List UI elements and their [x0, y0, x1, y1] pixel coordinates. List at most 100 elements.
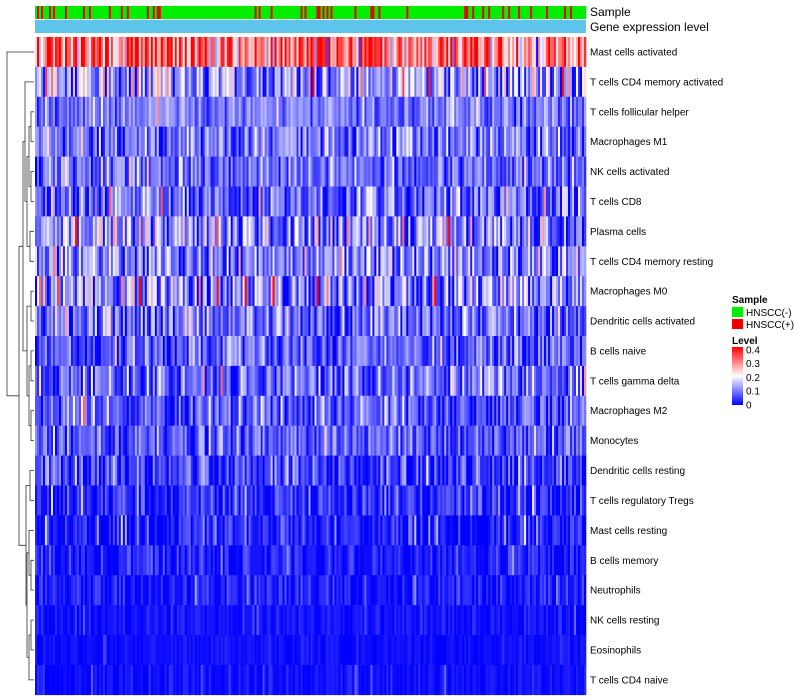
heatmap-cell: [294, 485, 297, 516]
heatmap-cell: [310, 485, 313, 516]
heatmap-cell: [328, 96, 331, 127]
heatmap-cell: [124, 156, 128, 187]
heatmap-cell: [416, 336, 419, 367]
heatmap-cell: [74, 365, 78, 397]
heatmap-cell: [382, 216, 385, 247]
heatmap-cell: [236, 365, 239, 397]
heatmap-cell: [558, 246, 561, 277]
heatmap-cell: [62, 37, 66, 68]
heatmap-cell: [306, 425, 309, 456]
heatmap-cell: [256, 425, 259, 456]
heatmap-cell: [468, 246, 471, 277]
heatmap-cell: [352, 306, 355, 337]
heatmap-cell: [538, 455, 541, 486]
heatmap-cell: [50, 96, 54, 127]
heatmap-cell: [198, 66, 201, 98]
heatmap-cell: [92, 276, 96, 307]
heatmap-cell: [230, 156, 233, 187]
sample-annotation-cell: [218, 6, 221, 19]
heatmap-cell: [154, 276, 158, 307]
heatmap-cell: [48, 276, 52, 307]
heatmap-cell: [376, 485, 379, 516]
heatmap-cell: [406, 515, 409, 546]
heatmap-cell: [440, 455, 443, 486]
heatmap-cell: [172, 216, 176, 247]
heatmap-cell: [310, 246, 313, 277]
heatmap-cell: [370, 425, 373, 456]
heatmap-cell: [526, 365, 529, 397]
heatmap-cell: [446, 306, 449, 337]
heatmap-cell: [574, 37, 577, 68]
heatmap-cell: [378, 515, 381, 546]
sample-annotation-cell: [192, 6, 196, 19]
heatmap-cell: [278, 96, 281, 127]
heatmap-cell: [424, 186, 427, 217]
heatmap-cell: [426, 485, 429, 516]
heatmap-cell: [240, 276, 243, 307]
heatmap-cell: [448, 365, 451, 397]
heatmap-cell: [74, 306, 78, 337]
heatmap-cell: [324, 37, 327, 68]
heatmap-cell: [290, 515, 293, 546]
sample-annotation-cell: [576, 6, 579, 19]
sample-annotation-cell: [176, 6, 180, 19]
heatmap-cell: [116, 515, 120, 546]
heatmap-cell: [368, 96, 371, 127]
heatmap-cell: [138, 37, 142, 68]
heatmap-cell: [220, 276, 223, 307]
heatmap-cell: [408, 276, 411, 307]
heatmap-cell: [540, 37, 543, 68]
heatmap-cell: [224, 156, 227, 187]
heatmap-cell: [476, 455, 479, 486]
heatmap-cell: [178, 306, 182, 337]
heatmap-cell: [228, 216, 231, 247]
heatmap-cell: [244, 156, 247, 187]
heatmap-cell: [194, 336, 198, 367]
heatmap-cell: [200, 455, 203, 486]
heatmap-cell: [438, 336, 441, 367]
heatmap-cell: [478, 156, 481, 187]
heatmap-cell: [348, 96, 351, 127]
heatmap-cell: [486, 306, 489, 337]
heatmap-cell: [246, 276, 249, 307]
heatmap-cell: [260, 216, 263, 247]
heatmap-cell: [292, 216, 295, 247]
heatmap-cell: [572, 186, 575, 217]
heatmap-cell: [516, 336, 519, 367]
heatmap-cell: [94, 246, 98, 277]
heatmap-cell: [230, 455, 233, 486]
heatmap-cell: [42, 485, 46, 516]
heatmap-cell: [576, 66, 579, 98]
heatmap-cell: [146, 276, 150, 307]
heatmap-cell: [42, 276, 46, 307]
heatmap-cell: [182, 395, 186, 426]
heatmap-cell: [58, 276, 62, 307]
heatmap-cell: [206, 515, 209, 546]
heatmap-cell: [250, 186, 253, 217]
heatmap-cell: [78, 425, 82, 456]
heatmap-cell: [54, 37, 58, 68]
sample-annotation-cell: [302, 6, 305, 19]
heatmap-cell: [508, 515, 511, 546]
heatmap-cell: [330, 216, 333, 247]
heatmap-cell: [560, 216, 563, 247]
heatmap-cell: [326, 276, 329, 307]
sample-annotation-cell: [220, 6, 223, 19]
heatmap-cell: [506, 485, 509, 516]
heatmap-cell: [548, 425, 551, 456]
heatmap-cell: [572, 66, 575, 98]
heatmap-cell: [286, 395, 289, 426]
heatmap-cell: [552, 365, 555, 397]
heatmap-cell: [300, 66, 303, 98]
sample-annotation-cell: [146, 6, 150, 19]
heatmap-cell: [232, 66, 235, 98]
heatmap-cell: [270, 336, 273, 367]
heatmap-cell: [88, 246, 92, 277]
heatmap-cell: [570, 246, 573, 277]
heatmap-cell: [142, 425, 146, 456]
heatmap-cell: [262, 156, 265, 187]
heatmap-cell: [384, 66, 387, 98]
heatmap-cell: [330, 425, 333, 456]
heatmap-cell: [486, 515, 489, 546]
heatmap-cell: [544, 306, 547, 337]
